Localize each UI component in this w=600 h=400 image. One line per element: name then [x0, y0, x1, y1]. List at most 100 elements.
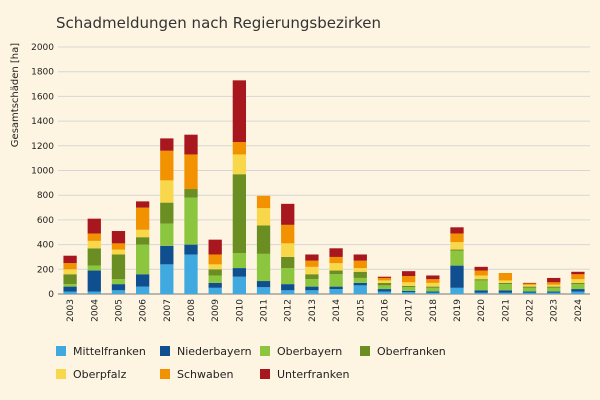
bar-segment: [63, 284, 77, 287]
bar-segment: [160, 202, 174, 224]
bar-segment: [450, 242, 464, 250]
y-tick-label: 800: [37, 191, 54, 201]
bar-segment: [522, 283, 537, 285]
legend-label: Schwaben: [177, 368, 233, 381]
bar-segment: [184, 189, 198, 198]
bar-segment: [329, 270, 343, 275]
bar-segment: [498, 292, 513, 294]
bar-segment: [450, 249, 464, 251]
bar-segment: [450, 265, 464, 288]
x-tick-label: 2020: [477, 299, 487, 322]
bar-segment: [498, 280, 513, 283]
bar-segment: [208, 275, 222, 283]
bar-segment: [377, 289, 392, 292]
legend-item: Unterfranken: [260, 368, 349, 381]
x-tick-label: 2013: [308, 299, 318, 322]
x-tick-label: 2016: [380, 299, 390, 322]
bar-segment: [135, 201, 150, 208]
bar-segment: [547, 292, 561, 294]
bar-segment: [522, 291, 537, 293]
legend-swatch: [360, 346, 370, 356]
bar-segment: [426, 279, 440, 283]
x-tick-label: 2007: [163, 299, 173, 322]
bar-segment: [63, 255, 77, 264]
x-tick-label: 2011: [260, 299, 270, 322]
bar-segment: [232, 253, 247, 269]
bar-segment: [160, 264, 174, 294]
bar-segment: [184, 154, 198, 190]
legend-item: Mittelfranken: [56, 345, 146, 358]
bar-segment: [256, 208, 271, 226]
bar-segment: [547, 291, 561, 293]
x-tick-label: 2012: [284, 299, 294, 322]
bar-segment: [281, 268, 295, 285]
y-tick-label: 0: [48, 290, 54, 300]
bar-segment: [377, 285, 392, 290]
x-tick-label: 2018: [429, 299, 439, 322]
bar-segment: [426, 286, 440, 288]
legend-swatch: [160, 369, 170, 379]
x-tick-label: 2008: [187, 299, 197, 322]
x-tick-label: 2006: [139, 299, 149, 322]
legend-label: Oberbayern: [277, 345, 342, 358]
bar-segment: [184, 197, 198, 245]
x-tick-label: 2005: [114, 299, 124, 322]
y-tick-label: 1200: [31, 142, 54, 152]
bar-segment: [63, 269, 77, 275]
bar-segment: [426, 287, 440, 292]
bar-segment: [305, 274, 319, 280]
bar-segment: [184, 244, 198, 255]
bar-segment: [426, 291, 440, 293]
bar-segment: [87, 270, 101, 292]
bar-segment: [281, 290, 295, 294]
bar-segment: [232, 174, 247, 254]
y-tick-label: 1000: [31, 167, 54, 177]
bar-segment: [474, 266, 488, 271]
bar-segment: [571, 284, 585, 290]
y-tick-label: 1600: [31, 92, 54, 102]
bar-segment: [256, 225, 271, 254]
bar-segment: [63, 291, 77, 294]
bar-segment: [232, 80, 247, 143]
bar-segment: [329, 256, 343, 264]
bar-segment: [401, 271, 416, 277]
bar-segment: [63, 286, 77, 292]
bar-segment: [232, 276, 247, 294]
bar-segment: [450, 250, 464, 266]
bar-segment: [498, 282, 513, 285]
bar-segment: [184, 254, 198, 294]
bar-segment: [87, 248, 101, 266]
bar-segment: [135, 229, 150, 238]
x-tick-label: 2014: [332, 299, 342, 322]
bar-segment: [571, 274, 585, 280]
y-tick-label: 200: [37, 265, 54, 275]
legend-item: Schwaben: [160, 368, 233, 381]
x-tick-label: 2022: [526, 299, 536, 322]
bar-segment: [111, 284, 126, 291]
bar-segment: [87, 265, 101, 271]
legend-item: Oberpfalz: [56, 368, 127, 381]
x-tick-label: 2015: [356, 299, 366, 322]
x-tick-label: 2009: [211, 299, 221, 322]
bar-segment: [135, 286, 150, 294]
bar-segment: [111, 290, 126, 294]
bar-segment: [111, 254, 126, 280]
bar-segment: [281, 284, 295, 291]
bar-segment: [232, 154, 247, 175]
bar-segment: [329, 248, 343, 257]
bar-segment: [135, 244, 150, 275]
legend-label: Niederbayern: [177, 345, 252, 358]
bar-segment: [111, 279, 126, 285]
y-axis-ticks: 0 200 400 600 800 1000 1200 1400 1600 1800 2000: [31, 43, 54, 300]
bar-segment: [450, 227, 464, 234]
bar-segment: [426, 275, 440, 280]
bar-segment: [329, 274, 343, 287]
bar-segment: [256, 253, 271, 282]
bar-segment: [111, 249, 126, 255]
legend-label: Mittelfranken: [73, 345, 146, 358]
bar-segment: [256, 287, 271, 294]
bar-segment: [474, 270, 488, 276]
bar-segment: [571, 282, 585, 285]
bar-segment: [571, 271, 585, 275]
